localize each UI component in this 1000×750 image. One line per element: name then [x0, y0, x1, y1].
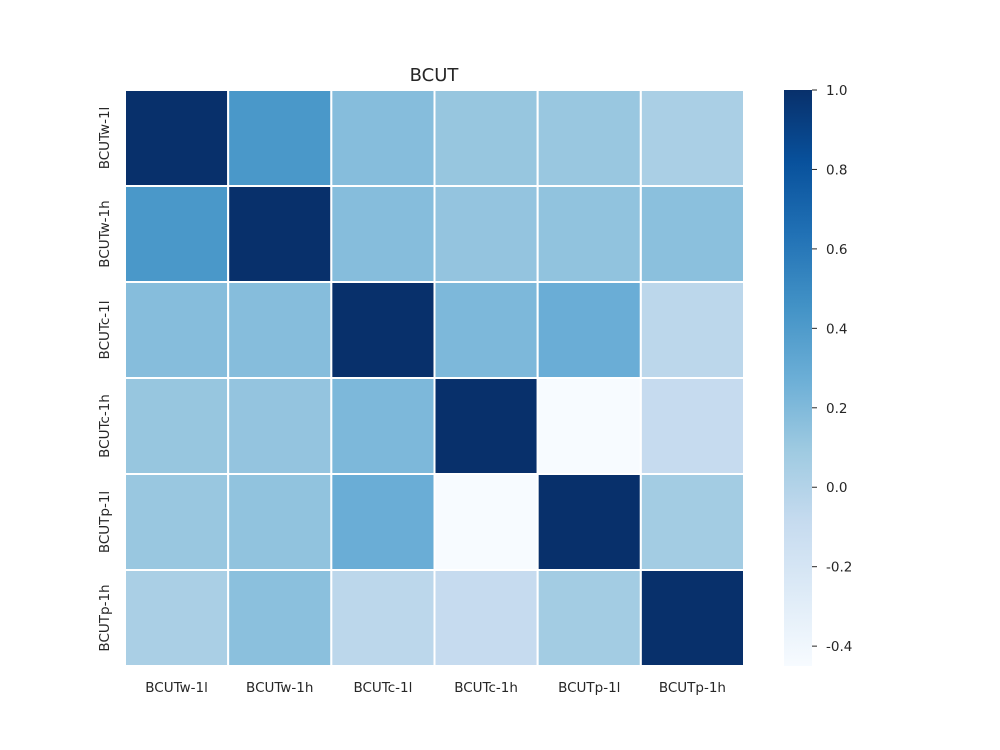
heatmap-cell-5-1 — [227, 569, 333, 667]
heatmap-cell-2-1 — [227, 281, 333, 379]
heatmap-cell-2-4 — [536, 281, 642, 379]
x-tick-label: BCUTc-1l — [353, 680, 412, 696]
x-tick-label: BCUTp-1l — [558, 680, 620, 696]
heatmap-cell-5-3 — [433, 569, 539, 667]
colorbar-tick-label: 1.0 — [826, 83, 847, 99]
y-tick-labels: BCUTw-1l BCUTw-1h BCUTc-1l BCUTc-1h BCUTp-1l… — [97, 107, 113, 652]
colorbar-tick-label: 0.6 — [826, 242, 847, 258]
colorbar-tick-label: -0.4 — [826, 639, 852, 655]
heatmap-cell-2-5 — [639, 281, 745, 379]
heatmap-cells — [124, 89, 745, 667]
y-tick-label: BCUTp-1h — [97, 584, 113, 651]
y-tick-label: BCUTw-1l — [97, 107, 113, 170]
y-tick-label: BCUTc-1l — [97, 301, 113, 360]
heatmap-cell-0-1 — [227, 89, 333, 187]
heatmap-cell-1-1 — [227, 185, 333, 283]
colorbar-ticks: 1.0 0.8 0.6 0.4 0.2 0.0 -0.2 -0.4 — [812, 83, 852, 655]
heatmap-cell-1-3 — [433, 185, 539, 283]
heatmap-cell-4-1 — [227, 473, 333, 571]
x-tick-label: BCUTc-1h — [454, 680, 518, 696]
heatmap-cell-4-4 — [536, 473, 642, 571]
heatmap-cell-3-4 — [536, 377, 642, 475]
heatmap-cell-2-3 — [433, 281, 539, 379]
colorbar-tick-label: 0.4 — [826, 321, 847, 337]
heatmap-cell-5-4 — [536, 569, 642, 667]
colorbar-tick-label: 0.8 — [826, 162, 847, 178]
heatmap-cell-4-5 — [639, 473, 745, 571]
heatmap-cell-0-0 — [124, 89, 230, 187]
heatmap-cell-3-0 — [124, 377, 230, 475]
heatmap-cell-1-0 — [124, 185, 230, 283]
heatmap-cell-4-0 — [124, 473, 230, 571]
heatmap-cell-3-3 — [433, 377, 539, 475]
colorbar-tick-label: 0.2 — [826, 401, 847, 417]
heatmap-cell-0-3 — [433, 89, 539, 187]
y-tick-label: BCUTc-1h — [97, 394, 113, 458]
heatmap-cell-5-5 — [639, 569, 745, 667]
heatmap-cell-0-4 — [536, 89, 642, 187]
heatmap-cell-0-2 — [330, 89, 436, 187]
heatmap-cell-2-0 — [124, 281, 230, 379]
heatmap-cell-3-5 — [639, 377, 745, 475]
heatmap-cell-1-4 — [536, 185, 642, 283]
chart-title: BCUT — [410, 65, 460, 86]
heatmap-cell-0-5 — [639, 89, 745, 187]
heatmap-cell-2-2 — [330, 281, 436, 379]
heatmap-cell-4-2 — [330, 473, 436, 571]
x-tick-label: BCUTw-1l — [145, 680, 208, 696]
y-tick-label: BCUTw-1h — [97, 200, 113, 267]
colorbar-tick-label: -0.2 — [826, 560, 852, 576]
x-tick-label: BCUTw-1h — [246, 680, 313, 696]
x-tick-labels: BCUTw-1l BCUTw-1h BCUTc-1l BCUTc-1h BCUTp-1l… — [145, 680, 726, 696]
colorbar-tick-label: 0.0 — [826, 480, 847, 496]
x-tick-label: BCUTp-1h — [659, 680, 726, 696]
heatmap-cell-1-2 — [330, 185, 436, 283]
heatmap-cell-3-2 — [330, 377, 436, 475]
heatmap-cell-5-2 — [330, 569, 436, 667]
heatmap-cell-3-1 — [227, 377, 333, 475]
heatmap-cell-1-5 — [639, 185, 745, 283]
heatmap-cell-4-3 — [433, 473, 539, 571]
colorbar — [784, 90, 812, 666]
heatmap-cell-5-0 — [124, 569, 230, 667]
y-tick-label: BCUTp-1l — [97, 491, 113, 553]
